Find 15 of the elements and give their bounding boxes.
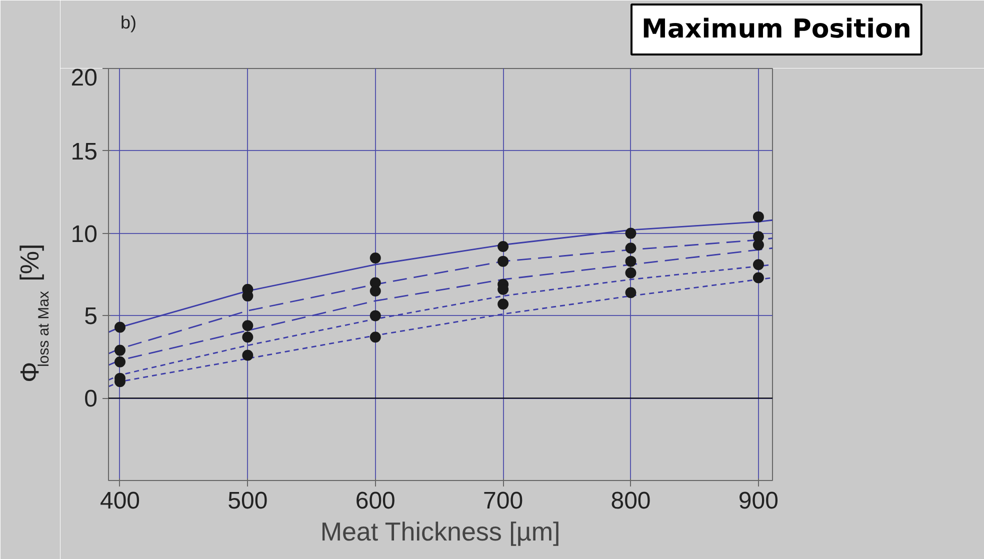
y-tick-label: 5 (84, 303, 98, 330)
x-tick-label: 600 (355, 488, 396, 514)
x-tick-label: 900 (738, 488, 778, 514)
y-tick-label: 0 (84, 386, 98, 413)
x-tick-label: 500 (228, 488, 268, 514)
chart-title: Maximum Position (642, 14, 912, 44)
x-tick-label: 700 (483, 488, 524, 514)
y-tick-label: 20 (70, 64, 98, 92)
y-tick-label: 15 (70, 138, 98, 166)
x-axis-title: Meat Thickness [µm] (320, 516, 560, 546)
x-tick-label: 400 (100, 488, 140, 514)
text: b) (120, 12, 137, 32)
x-tick-label: 800 (610, 488, 651, 514)
y-tick-label: 10 (70, 220, 98, 248)
y-axis-title: Φloss at Max [%] (14, 244, 52, 382)
